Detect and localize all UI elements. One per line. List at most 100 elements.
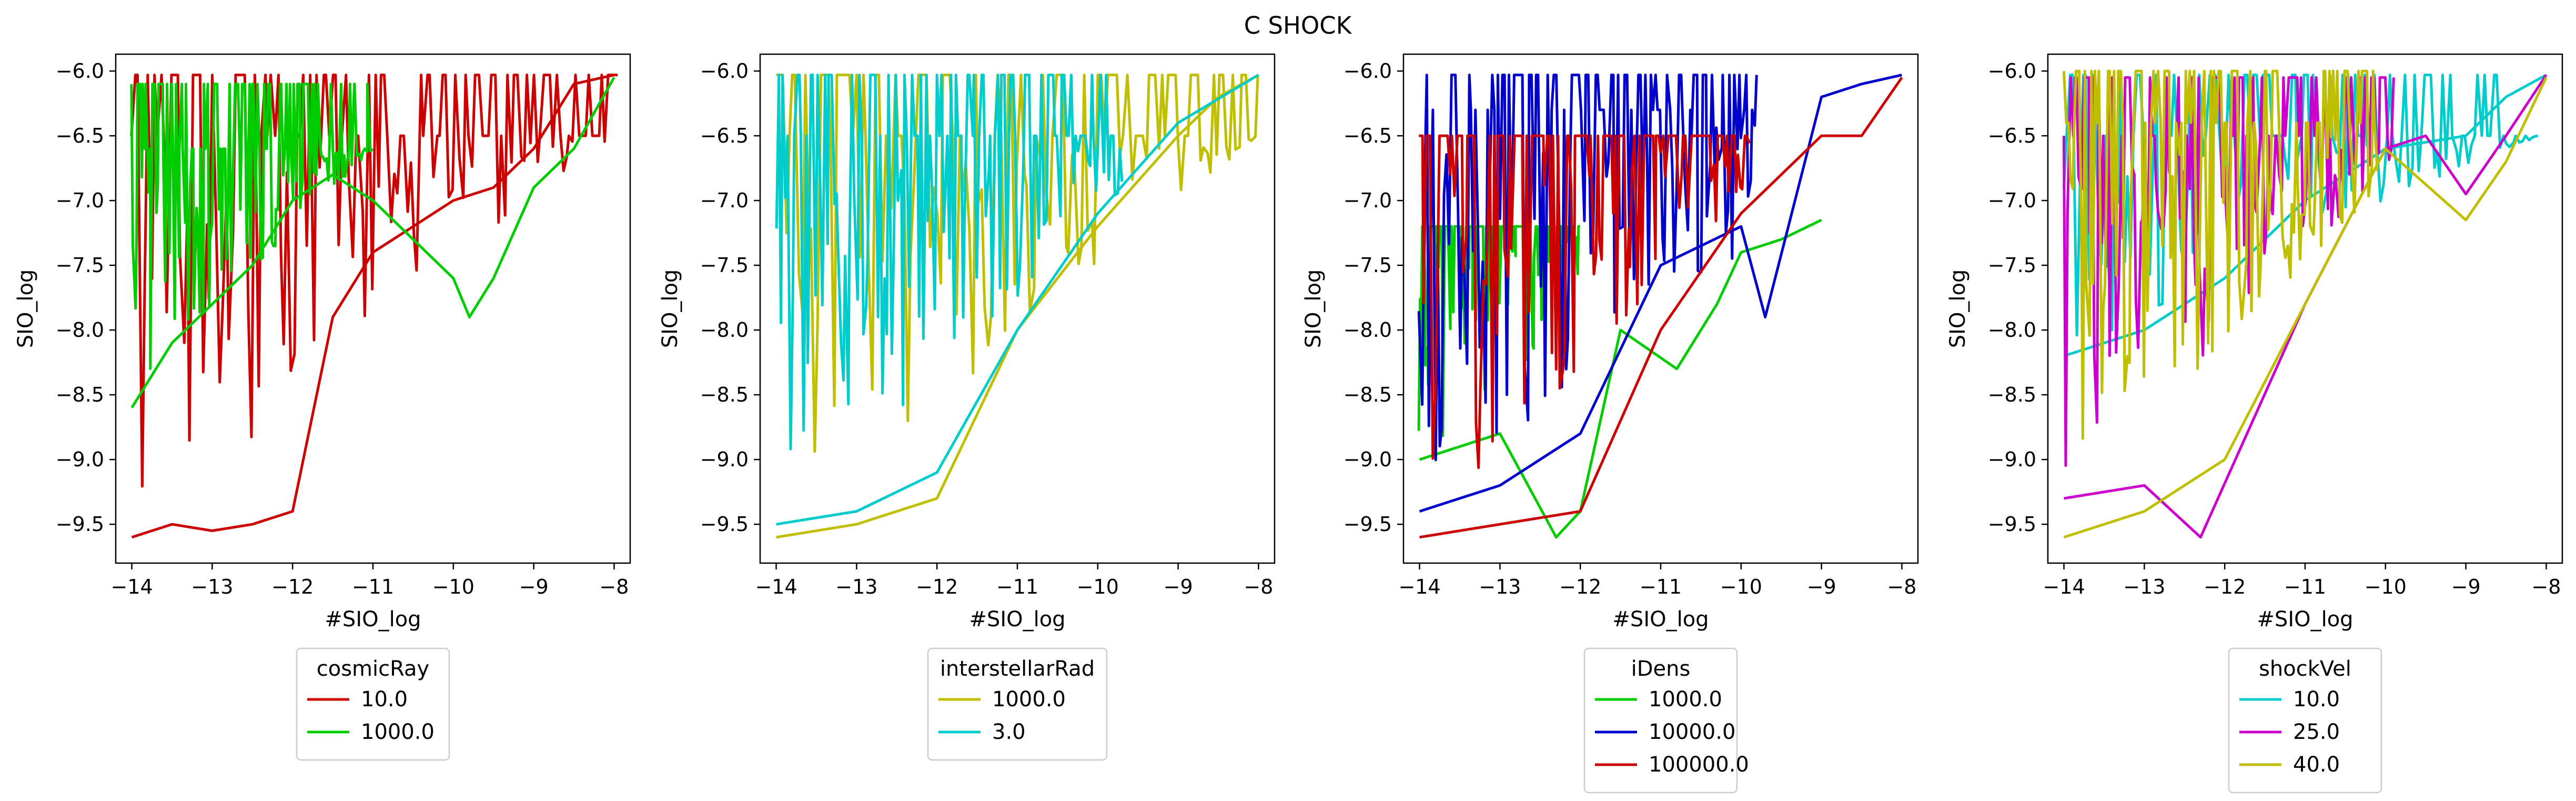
legend-label: 1000.0 (1649, 687, 1722, 712)
y-tick-label: −6.0 (1343, 59, 1392, 83)
legend-title: iDens (1631, 657, 1691, 681)
plot-area (130, 73, 618, 539)
x-tick-label: −12 (271, 575, 314, 598)
y-tick-label: −7.0 (1343, 189, 1392, 212)
x-tick-label: −10 (1720, 575, 1762, 598)
series-bundle-2 (130, 83, 374, 370)
y-tick-label: −9.0 (700, 448, 749, 471)
y-tick-label: −8.5 (700, 383, 749, 406)
x-tick-label: −11 (1640, 575, 1682, 598)
legend-label: 1000.0 (992, 687, 1066, 712)
y-tick-label: −8.5 (1988, 383, 2036, 406)
x-axis-label: #SIO_log (2257, 607, 2353, 632)
series-line-2 (130, 77, 615, 409)
legend-title: shockVel (2259, 657, 2351, 681)
series-bundle-3 (2063, 69, 2379, 440)
series-bundle-1 (130, 73, 618, 488)
series-line-2 (776, 74, 1259, 526)
plot-area (775, 73, 1259, 539)
chart-panel-3: −14 −13 −12 −11 −10 −9 −8 −9.5 −9.0 −8.5 −8.0 −7.5 −… (1301, 53, 1919, 794)
legend-box (1583, 647, 1738, 794)
x-tick-label: −12 (2204, 575, 2246, 598)
x-axis-label: #SIO_log (1612, 607, 1709, 632)
y-tick-label: −6.5 (56, 124, 104, 147)
chart-panel-1: −14 −13 −12 −11 −10 −9 −8 −9.5 −9.0 −8.5 −8.0 −7.5 −… (14, 53, 631, 761)
series-bundle-3 (1419, 134, 1751, 469)
x-tick-label: −9 (1164, 575, 1193, 598)
legend-label: 1000.0 (361, 720, 435, 744)
x-tick-label: −14 (755, 575, 797, 598)
series-line-1 (131, 73, 614, 539)
y-tick-label: −6.5 (1988, 124, 2036, 147)
chart-panel-2: −14 −13 −12 −11 −10 −9 −8 −9.5 −9.0 −8.5 −8.0 −7.5 −… (658, 53, 1276, 761)
legend-label: 10.0 (361, 687, 408, 712)
legend: cosmicRay 10.0 1000.0 (296, 647, 450, 761)
y-tick-label: −7.0 (1988, 189, 2036, 212)
x-tick-label: −14 (2043, 575, 2085, 598)
x-tick-label: −14 (1398, 575, 1440, 598)
series-line-1 (1419, 218, 1822, 539)
x-tick-label: −8 (1244, 575, 1273, 598)
y-tick-label: −8.0 (1343, 318, 1392, 342)
x-tick-label: −9 (519, 575, 549, 598)
x-tick-label: −13 (1479, 575, 1521, 598)
y-tick-label: −8.0 (1988, 318, 2036, 342)
y-axis-label: SIO_log (658, 269, 682, 348)
x-tick-label: −9 (1807, 575, 1836, 598)
legend-label: 40.0 (2293, 753, 2340, 777)
series-line-1 (2063, 74, 2547, 357)
y-axis-label: SIO_log (1301, 269, 1326, 348)
x-tick-label: −13 (191, 575, 233, 598)
x-tick-label: −12 (916, 575, 958, 598)
series-line-3 (1419, 76, 1903, 539)
y-tick-label: −6.5 (700, 124, 749, 147)
y-tick-label: −6.0 (1988, 59, 2036, 83)
x-tick-label: −8 (599, 575, 629, 598)
x-axis-label: #SIO_log (969, 607, 1065, 632)
series-line-2 (1419, 73, 1902, 513)
x-tick-label: −8 (2531, 575, 2561, 598)
y-tick-label: −6.0 (56, 59, 104, 83)
x-tick-label: −13 (2123, 575, 2165, 598)
y-axis-label: SIO_log (1946, 269, 1970, 348)
x-tick-label: −9 (2451, 575, 2481, 598)
y-tick-label: −9.0 (1343, 448, 1392, 471)
y-tick-label: −9.5 (56, 513, 104, 536)
y-tick-label: −8.5 (56, 383, 104, 406)
x-tick-label: −12 (1559, 575, 1601, 598)
y-tick-label: −7.0 (56, 189, 104, 212)
x-tick-label: −14 (110, 575, 153, 598)
x-tick-label: −8 (1887, 575, 1916, 598)
x-tick-label: −10 (1077, 575, 1119, 598)
y-tick-label: −7.5 (1988, 254, 2036, 277)
chart-panel-4: −14 −13 −12 −11 −10 −9 −8 −9.5 −9.0 −8.5 −8.0 −7.5 −… (1946, 53, 2563, 794)
legend-label: 10000.0 (1649, 720, 1735, 744)
legend-label: 100000.0 (1649, 753, 1749, 777)
x-tick-label: −11 (996, 575, 1038, 598)
x-tick-label: −10 (432, 575, 474, 598)
x-tick-label: −11 (2284, 575, 2326, 598)
series-line-3 (2063, 77, 2548, 539)
legend: interstellarRad 1000.0 3.0 (927, 647, 1108, 761)
plot-area (1417, 73, 1903, 539)
figure-title: C SHOCK (1244, 12, 1352, 39)
y-tick-label: −8.0 (700, 318, 749, 342)
y-tick-label: −9.5 (1343, 513, 1392, 536)
y-tick-label: −9.5 (1988, 513, 2036, 536)
y-tick-label: −6.0 (700, 59, 749, 83)
legend-box (2228, 647, 2382, 794)
x-tick-label: −10 (2365, 575, 2407, 598)
legend-label: 3.0 (992, 720, 1026, 744)
legend: iDens 1000.0 10000.0 100000.0 (1583, 647, 1749, 794)
y-tick-label: −9.0 (56, 448, 104, 471)
y-tick-label: −7.0 (700, 189, 749, 212)
y-axis-label: SIO_log (14, 269, 38, 348)
legend-title: cosmicRay (317, 657, 429, 681)
legend-title: interstellarRad (940, 657, 1095, 681)
y-tick-label: −8.0 (56, 318, 104, 342)
y-tick-label: −9.0 (1988, 448, 2036, 471)
y-tick-label: −7.5 (1343, 254, 1392, 277)
legend-label: 10.0 (2293, 687, 2340, 712)
y-tick-label: −9.5 (700, 513, 749, 536)
